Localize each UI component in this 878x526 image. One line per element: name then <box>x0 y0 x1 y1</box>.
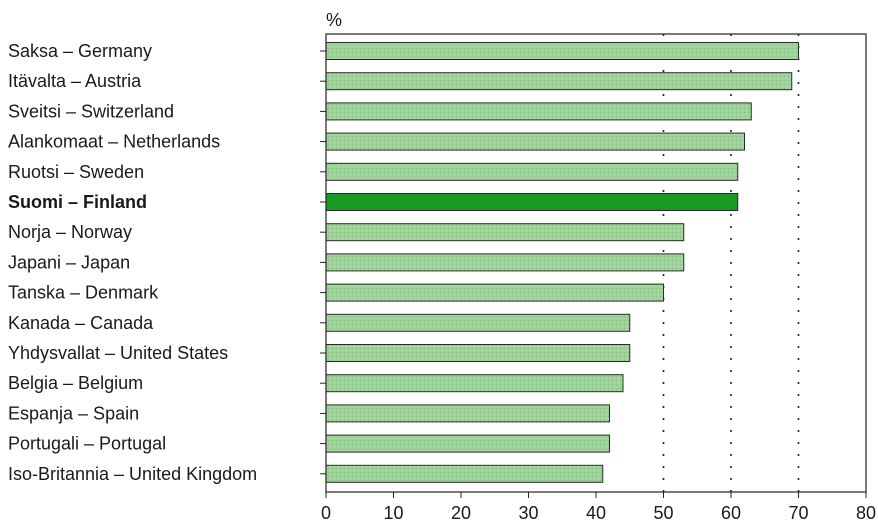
bar-7 <box>325 253 685 272</box>
category-label-5: Suomi – Finland <box>8 192 147 212</box>
x-tick-label-5: 50 <box>653 503 673 523</box>
category-label-8: Tanska – Denmark <box>8 283 159 303</box>
bar-0 <box>325 42 799 60</box>
category-label-12: Espanja – Spain <box>8 403 139 423</box>
bar-5 <box>325 193 739 211</box>
x-tick-label-7: 70 <box>788 503 808 523</box>
category-label-11: Belgia – Belgium <box>8 373 143 393</box>
category-label-10: Yhdysvallat – United States <box>8 343 228 363</box>
category-label-9: Kanada – Canada <box>8 313 154 333</box>
axes <box>320 33 867 498</box>
x-tick-label-1: 10 <box>383 503 403 523</box>
category-label-3: Alankomaat – Netherlands <box>8 132 220 152</box>
bar-13 <box>325 434 610 453</box>
category-label-4: Ruotsi – Sweden <box>8 162 144 182</box>
bar-2 <box>325 102 752 121</box>
category-label-1: Itävalta – Austria <box>8 71 142 91</box>
x-tick-label-0: 0 <box>321 503 331 523</box>
bar-1 <box>325 72 793 91</box>
x-tick-label-8: 80 <box>856 503 876 523</box>
bars <box>325 42 799 483</box>
bar-8 <box>325 283 664 302</box>
bar-4 <box>325 162 739 181</box>
bar-11 <box>325 374 624 393</box>
x-tick-label-4: 40 <box>586 503 606 523</box>
bar-3 <box>325 132 745 151</box>
unit-label: % <box>326 10 342 30</box>
category-label-13: Portugali – Portugal <box>8 434 166 454</box>
x-tick-label-3: 30 <box>518 503 538 523</box>
x-tick-label-6: 60 <box>721 503 741 523</box>
category-label-7: Japani – Japan <box>8 252 130 272</box>
bar-10 <box>325 344 631 362</box>
tick-labels: 0 10 20 30 40 50 60 70 80 <box>321 503 876 523</box>
x-tick-label-2: 20 <box>451 503 471 523</box>
category-labels: Saksa – Germany Itävalta – Austria Sveitsi… <box>8 41 257 484</box>
category-label-0: Saksa – Germany <box>8 41 152 61</box>
bar-6 <box>325 223 685 242</box>
bar-9 <box>325 313 631 332</box>
category-label-14: Iso-Britannia – United Kingdom <box>8 464 257 484</box>
category-label-2: Sveitsi – Switzerland <box>8 101 174 121</box>
bar-14 <box>325 464 604 483</box>
category-label-6: Norja – Norway <box>8 222 132 242</box>
bar-12 <box>325 404 610 423</box>
